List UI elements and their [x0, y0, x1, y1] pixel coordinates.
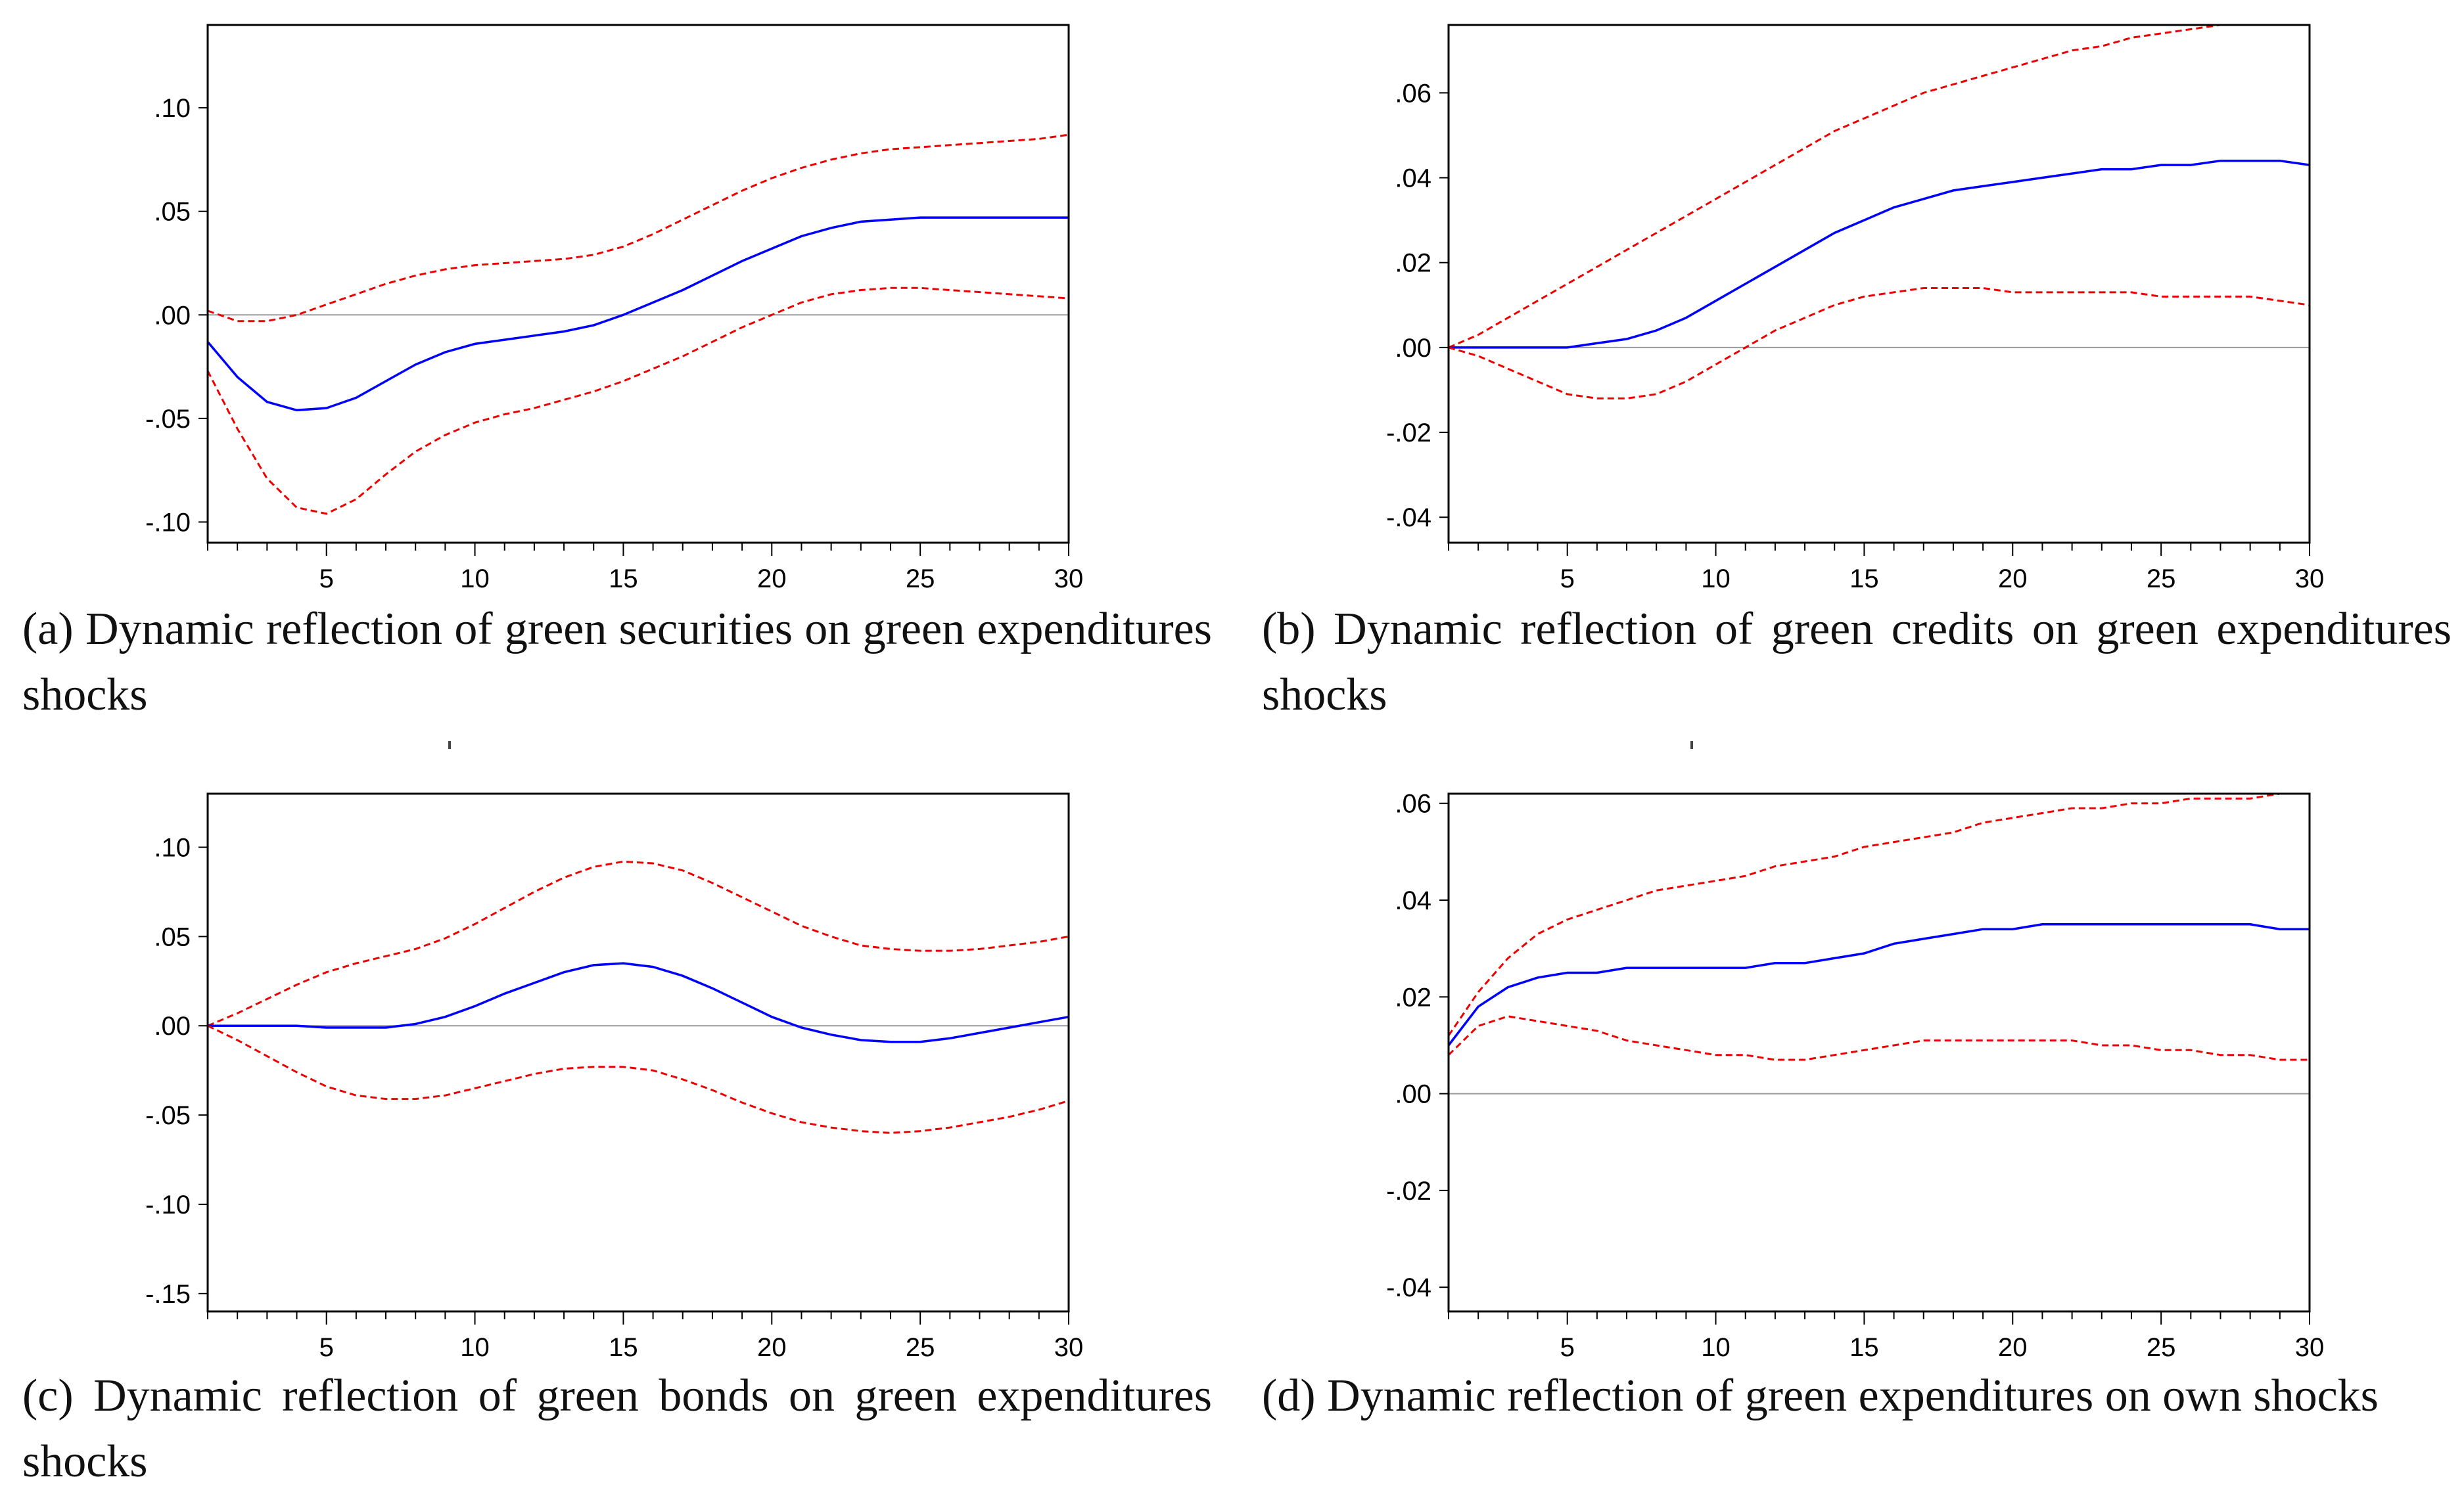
separator-mark-left: [448, 741, 451, 749]
y-tick-label: .00: [1395, 334, 1431, 363]
y-tick-label: .04: [1395, 886, 1431, 915]
y-tick-label: -.05: [145, 405, 191, 434]
y-tick-label: -.10: [145, 508, 191, 537]
chart-b: 5 10 15 20 25 30 -.04 -.02 .00 .02 .04 .06: [1386, 24, 2325, 591]
x-tick-label: 5: [319, 564, 334, 591]
caption-d: (d) Dynamic reflection of green expendit…: [1262, 1371, 2379, 1421]
y-tick-label: -.15: [145, 1280, 191, 1309]
series-line-lower: [1447, 1015, 2310, 1061]
x-tick-label: 20: [1998, 564, 2028, 591]
y-tick-label: -.02: [1386, 1177, 1431, 1206]
series-line-mean: [208, 962, 1069, 1043]
x-tick-label: 15: [1849, 564, 1879, 591]
x-tick-label: 10: [460, 1333, 490, 1360]
y-tick-label: .05: [154, 922, 191, 951]
x-tick-label: 5: [319, 1333, 334, 1360]
series-line-mean: [206, 216, 1069, 412]
series-line-mean: [1447, 923, 2310, 1047]
x-tick-label: 25: [906, 564, 935, 591]
y-tick-label: -.10: [145, 1191, 191, 1219]
plot-frame: [1447, 24, 2311, 544]
series-line-upper: [207, 133, 1069, 323]
caption-c: (c) Dynamic reflection of green bonds on…: [22, 1371, 1212, 1487]
series-line-lower: [207, 1024, 1069, 1134]
plot-frame: [206, 24, 1070, 544]
y-tick-label: .10: [154, 94, 191, 123]
y-tick-label: -.04: [1386, 503, 1431, 532]
x-tick-label: 5: [1560, 1333, 1575, 1360]
series-line-lower: [1448, 287, 2310, 399]
x-tick-label: 15: [1849, 1333, 1879, 1360]
x-tick-label: 20: [1998, 1333, 2028, 1360]
x-tick-label: 15: [609, 564, 638, 591]
x-tick-label: 25: [2147, 1333, 2176, 1360]
x-tick-label: 20: [757, 564, 787, 591]
x-tick-label: 25: [2147, 564, 2176, 591]
series-line-upper: [1447, 792, 2310, 1037]
y-tick-label: .04: [1395, 164, 1431, 193]
x-tick-label: 15: [609, 1333, 638, 1360]
y-tick-label: .00: [1395, 1080, 1431, 1109]
x-tick-label: 30: [2295, 1333, 2325, 1360]
x-tick-label: 30: [1054, 564, 1084, 591]
x-tick-label: 25: [906, 1333, 935, 1360]
x-tick-label: 10: [1701, 1333, 1731, 1360]
y-tick-label: -.05: [145, 1101, 191, 1130]
x-tick-label: 20: [757, 1333, 787, 1360]
y-tick-label: .10: [154, 834, 191, 863]
series-line-mean: [1449, 159, 2310, 349]
x-tick-label: 5: [1560, 564, 1575, 591]
y-tick-label: .05: [154, 198, 191, 227]
y-tick-label: -.02: [1386, 419, 1431, 447]
x-tick-label: 10: [460, 564, 490, 591]
y-tick-label: .06: [1395, 79, 1431, 108]
y-tick-label: .00: [154, 301, 191, 330]
x-tick-label: 10: [1701, 564, 1731, 591]
series-line-upper: [207, 860, 1069, 1027]
chart-c: 5 10 15 20 25 30 -.15 -.10 -.05 .00 .05 .10: [145, 792, 1084, 1360]
series-line-lower: [206, 286, 1069, 515]
series-line-upper: [1448, 24, 2310, 349]
plot-frame: [206, 792, 1070, 1313]
y-tick-label: .06: [1395, 790, 1431, 819]
y-tick-label: .02: [1395, 983, 1431, 1012]
chart-d: 5 10 15 20 25 30 -.04 -.02 .00 .02 .04 .06: [1386, 790, 2325, 1360]
x-tick-label: 30: [2295, 564, 2325, 591]
y-tick-label: .02: [1395, 249, 1431, 278]
plot-frame: [1447, 792, 2311, 1313]
y-tick-label: -.04: [1386, 1273, 1431, 1302]
y-tick-label: .00: [154, 1012, 191, 1041]
caption-b: (b) Dynamic reflection of green credits …: [1262, 604, 2452, 720]
chart-a: 5 10 15 20 25 30 -.10 -.05 .00 .05 .10: [145, 24, 1084, 591]
x-tick-label: 30: [1054, 1333, 1084, 1360]
caption-a: (a) Dynamic reflection of green securiti…: [22, 604, 1212, 720]
separator-mark-right: [1690, 741, 1693, 749]
